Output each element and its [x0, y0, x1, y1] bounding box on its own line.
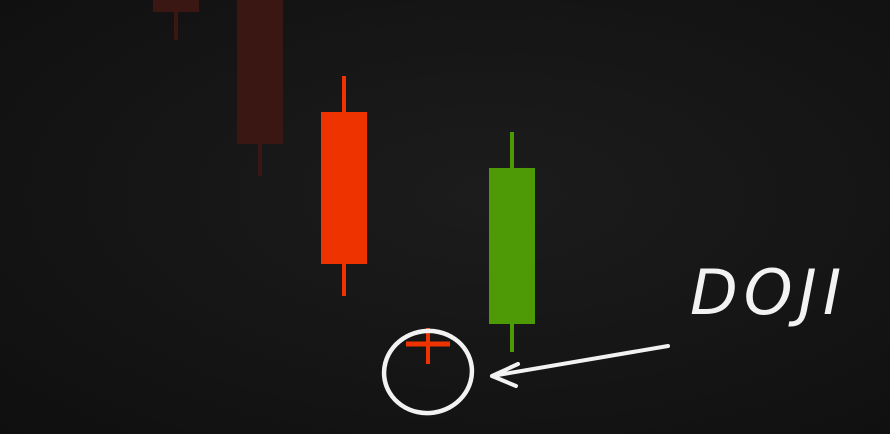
candle-2	[321, 76, 367, 296]
candle-body	[153, 0, 199, 12]
doji-candle	[406, 328, 450, 364]
annotation-arrow	[490, 344, 670, 388]
doji-highlight-circle	[381, 328, 475, 416]
candle-3	[489, 132, 535, 352]
candle-body	[489, 168, 535, 324]
candles-group	[153, 0, 535, 364]
doji-label: DOJI	[690, 256, 847, 329]
doji-annotation: DOJI	[381, 256, 847, 416]
candle-body	[321, 112, 367, 264]
candle-1	[237, 0, 283, 176]
candle-0	[153, 0, 199, 40]
candle-body	[237, 0, 283, 144]
